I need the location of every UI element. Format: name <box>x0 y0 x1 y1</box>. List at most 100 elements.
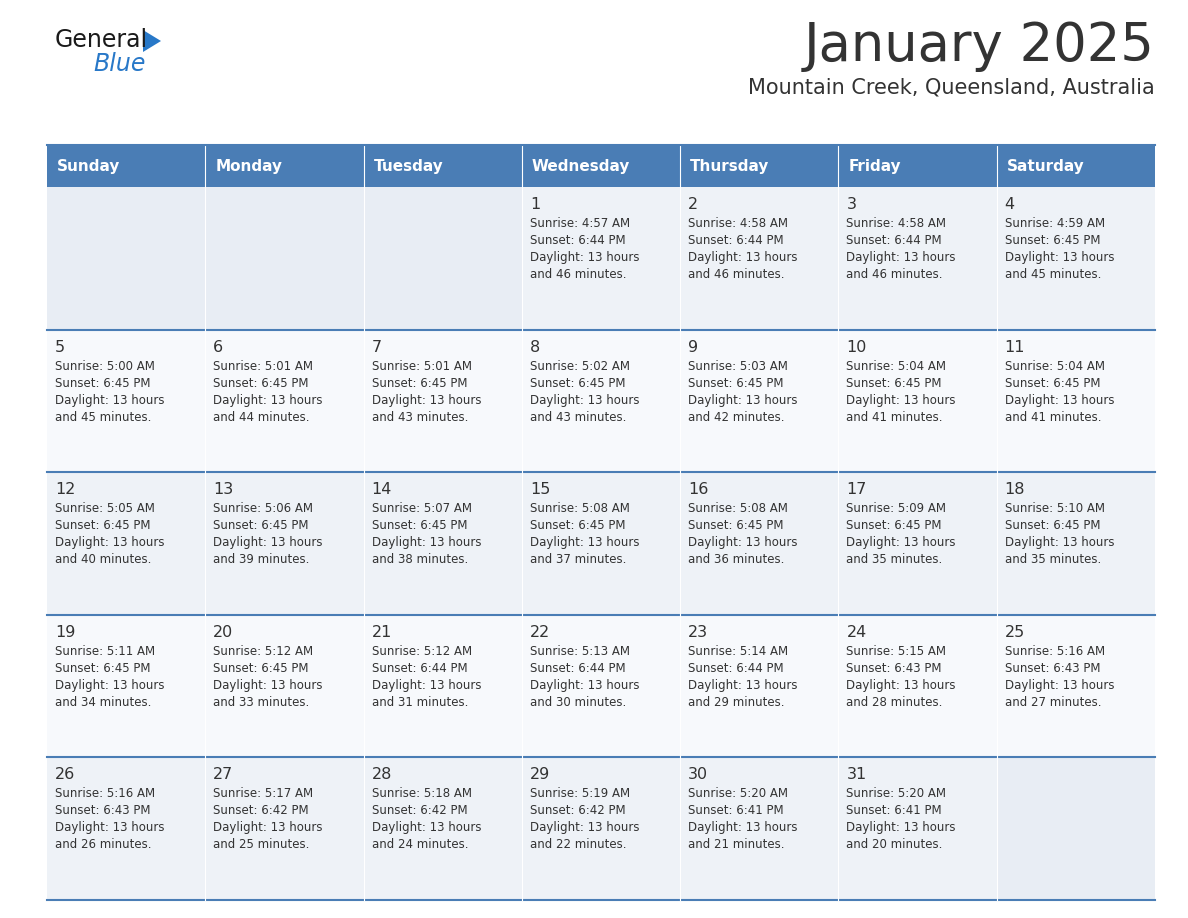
Bar <box>681 472 839 615</box>
Text: Daylight: 13 hours: Daylight: 13 hours <box>846 394 956 407</box>
Text: Sunset: 6:45 PM: Sunset: 6:45 PM <box>688 376 784 389</box>
Text: Sunrise: 5:16 AM: Sunrise: 5:16 AM <box>55 788 156 800</box>
Bar <box>206 757 364 900</box>
Text: Sunset: 6:45 PM: Sunset: 6:45 PM <box>530 376 625 389</box>
Text: Sunset: 6:44 PM: Sunset: 6:44 PM <box>846 234 942 247</box>
Text: Daylight: 13 hours: Daylight: 13 hours <box>530 822 639 834</box>
Text: Daylight: 13 hours: Daylight: 13 hours <box>372 536 481 549</box>
Text: Sunset: 6:45 PM: Sunset: 6:45 PM <box>55 662 151 675</box>
Text: 22: 22 <box>530 625 550 640</box>
Text: and 40 minutes.: and 40 minutes. <box>55 554 151 566</box>
Text: Daylight: 13 hours: Daylight: 13 hours <box>55 678 164 692</box>
Bar <box>681 757 839 900</box>
Text: and 37 minutes.: and 37 minutes. <box>530 554 626 566</box>
Text: 16: 16 <box>688 482 708 498</box>
Text: 9: 9 <box>688 340 699 354</box>
Text: Sunrise: 4:57 AM: Sunrise: 4:57 AM <box>530 217 630 230</box>
Text: Daylight: 13 hours: Daylight: 13 hours <box>214 394 323 407</box>
Bar <box>839 472 997 615</box>
Bar <box>997 615 1155 757</box>
Text: Daylight: 13 hours: Daylight: 13 hours <box>846 678 956 692</box>
Bar <box>681 330 839 472</box>
Text: Daylight: 13 hours: Daylight: 13 hours <box>372 822 481 834</box>
Bar <box>206 330 364 472</box>
Text: Blue: Blue <box>93 52 145 76</box>
Text: and 35 minutes.: and 35 minutes. <box>1005 554 1101 566</box>
Text: 27: 27 <box>214 767 234 782</box>
Bar <box>364 615 522 757</box>
Bar <box>48 615 206 757</box>
Text: Friday: Friday <box>848 159 901 174</box>
Text: and 38 minutes.: and 38 minutes. <box>372 554 468 566</box>
Text: Daylight: 13 hours: Daylight: 13 hours <box>846 536 956 549</box>
Text: Daylight: 13 hours: Daylight: 13 hours <box>688 251 797 264</box>
Text: 28: 28 <box>372 767 392 782</box>
Text: Sunset: 6:42 PM: Sunset: 6:42 PM <box>372 804 467 817</box>
Bar <box>522 757 681 900</box>
Text: Saturday: Saturday <box>1006 159 1085 174</box>
Text: and 45 minutes.: and 45 minutes. <box>55 410 151 423</box>
Text: and 21 minutes.: and 21 minutes. <box>688 838 784 851</box>
Text: 15: 15 <box>530 482 550 498</box>
Text: Thursday: Thursday <box>690 159 770 174</box>
Text: Sunrise: 5:11 AM: Sunrise: 5:11 AM <box>55 644 156 658</box>
Text: Sunrise: 5:04 AM: Sunrise: 5:04 AM <box>1005 360 1105 373</box>
Text: Sunrise: 5:17 AM: Sunrise: 5:17 AM <box>214 788 314 800</box>
Text: and 33 minutes.: and 33 minutes. <box>214 696 310 709</box>
Bar <box>522 330 681 472</box>
Text: Sunrise: 5:03 AM: Sunrise: 5:03 AM <box>688 360 788 373</box>
Text: Mountain Creek, Queensland, Australia: Mountain Creek, Queensland, Australia <box>748 78 1155 98</box>
Text: Daylight: 13 hours: Daylight: 13 hours <box>214 536 323 549</box>
Bar <box>997 330 1155 472</box>
Text: and 20 minutes.: and 20 minutes. <box>846 838 943 851</box>
Text: and 34 minutes.: and 34 minutes. <box>55 696 151 709</box>
Text: 7: 7 <box>372 340 381 354</box>
Text: 30: 30 <box>688 767 708 782</box>
Bar <box>997 472 1155 615</box>
Text: Sunset: 6:41 PM: Sunset: 6:41 PM <box>846 804 942 817</box>
Bar <box>364 187 522 330</box>
Text: Sunset: 6:45 PM: Sunset: 6:45 PM <box>1005 520 1100 532</box>
Text: 23: 23 <box>688 625 708 640</box>
Text: General: General <box>55 28 148 52</box>
Text: Sunset: 6:44 PM: Sunset: 6:44 PM <box>372 662 467 675</box>
Text: and 46 minutes.: and 46 minutes. <box>846 268 943 281</box>
Text: Daylight: 13 hours: Daylight: 13 hours <box>688 536 797 549</box>
Text: Sunrise: 5:09 AM: Sunrise: 5:09 AM <box>846 502 947 515</box>
Text: 25: 25 <box>1005 625 1025 640</box>
Text: Daylight: 13 hours: Daylight: 13 hours <box>55 822 164 834</box>
Text: Daylight: 13 hours: Daylight: 13 hours <box>55 394 164 407</box>
Text: and 44 minutes.: and 44 minutes. <box>214 410 310 423</box>
Text: Sunrise: 5:01 AM: Sunrise: 5:01 AM <box>372 360 472 373</box>
Bar <box>839 757 997 900</box>
Text: 31: 31 <box>846 767 867 782</box>
Text: Sunrise: 5:07 AM: Sunrise: 5:07 AM <box>372 502 472 515</box>
Text: and 36 minutes.: and 36 minutes. <box>688 554 784 566</box>
Text: Sunset: 6:45 PM: Sunset: 6:45 PM <box>846 376 942 389</box>
Text: Sunrise: 5:02 AM: Sunrise: 5:02 AM <box>530 360 630 373</box>
Text: Sunrise: 5:06 AM: Sunrise: 5:06 AM <box>214 502 314 515</box>
Bar <box>206 187 364 330</box>
Text: Daylight: 13 hours: Daylight: 13 hours <box>846 822 956 834</box>
Text: and 43 minutes.: and 43 minutes. <box>530 410 626 423</box>
Text: 21: 21 <box>372 625 392 640</box>
Text: and 43 minutes.: and 43 minutes. <box>372 410 468 423</box>
Bar <box>839 145 997 187</box>
Text: Sunrise: 5:01 AM: Sunrise: 5:01 AM <box>214 360 314 373</box>
Text: 19: 19 <box>55 625 75 640</box>
Text: Sunrise: 5:08 AM: Sunrise: 5:08 AM <box>530 502 630 515</box>
Text: and 27 minutes.: and 27 minutes. <box>1005 696 1101 709</box>
Text: and 29 minutes.: and 29 minutes. <box>688 696 784 709</box>
Text: Sunset: 6:45 PM: Sunset: 6:45 PM <box>846 520 942 532</box>
Text: Sunset: 6:45 PM: Sunset: 6:45 PM <box>372 376 467 389</box>
Text: Sunset: 6:44 PM: Sunset: 6:44 PM <box>530 662 626 675</box>
Bar <box>839 187 997 330</box>
Bar <box>206 145 364 187</box>
Text: and 31 minutes.: and 31 minutes. <box>372 696 468 709</box>
Text: 12: 12 <box>55 482 75 498</box>
Text: Sunset: 6:45 PM: Sunset: 6:45 PM <box>1005 376 1100 389</box>
Text: Daylight: 13 hours: Daylight: 13 hours <box>688 678 797 692</box>
Text: 4: 4 <box>1005 197 1015 212</box>
Text: Wednesday: Wednesday <box>532 159 630 174</box>
Text: and 35 minutes.: and 35 minutes. <box>846 554 943 566</box>
